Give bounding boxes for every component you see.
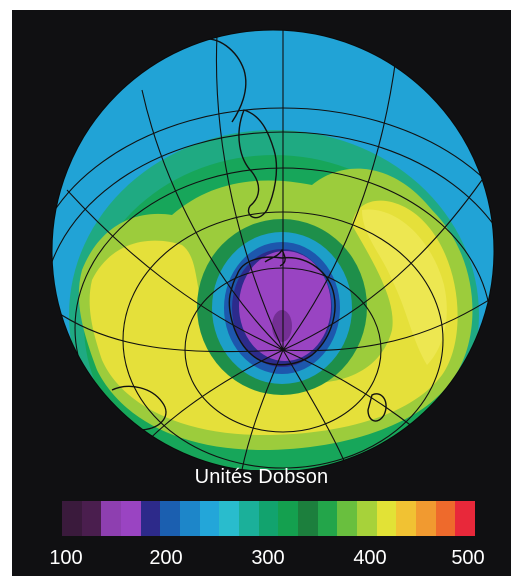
legend-title: Unités Dobson	[194, 466, 329, 488]
color-scale-segment	[455, 501, 476, 536]
africa-outline	[201, 38, 247, 123]
color-scale-segment	[317, 501, 338, 536]
color-scale-segment	[337, 501, 358, 536]
new-zealand-outline	[367, 393, 387, 422]
meridian-line	[141, 89, 284, 351]
ozone-field	[52, 30, 494, 470]
color-scale-segment	[101, 501, 122, 536]
color-scale-segment	[180, 501, 200, 536]
meridian-line	[282, 179, 483, 351]
color-scale-segment	[140, 501, 161, 536]
color-scale-segment	[219, 501, 240, 536]
color-scale-segment	[396, 501, 417, 536]
scale-tick-label: 100	[49, 547, 83, 569]
color-scale-segment	[81, 501, 102, 536]
meridian-line	[282, 49, 398, 351]
color-scale-segment	[258, 501, 279, 536]
ozone-hole-core	[272, 310, 292, 342]
color-scale-segment	[199, 501, 220, 536]
australia-outline	[111, 385, 167, 431]
southern-hemisphere-ozone-globe	[51, 29, 495, 470]
color-scale-segment	[298, 501, 318, 536]
antarctic-peninsula-outline	[264, 249, 286, 267]
scale-tick-label: 500	[451, 547, 485, 569]
scale-tick-label: 300	[251, 547, 285, 569]
continent-outlines	[111, 38, 387, 431]
yellow-collar-core	[89, 200, 458, 435]
dobson-color-scale	[62, 501, 476, 536]
color-scale-segment	[239, 501, 259, 536]
meridian-line	[53, 309, 284, 353]
globe-limb	[51, 29, 495, 470]
color-scale-segment	[278, 501, 299, 536]
meridian-line	[215, 34, 284, 351]
color-scale-segment	[160, 501, 181, 536]
color-scale-segment	[121, 501, 141, 536]
ozone-hole	[239, 251, 331, 361]
color-scale-segment	[435, 501, 456, 536]
meridian-line	[282, 294, 494, 352]
antarctica-outline	[228, 256, 336, 366]
color-scale-segment	[416, 501, 436, 536]
color-scale-segment	[357, 501, 377, 536]
color-scale-segment	[376, 501, 397, 536]
meridian-line	[66, 189, 284, 351]
meridian-line	[239, 349, 284, 470]
scale-tick-label: 200	[149, 547, 183, 569]
ozone-map-panel: Unités Dobson 100 200 300 400 500	[12, 10, 511, 576]
color-scale-segment	[62, 501, 82, 536]
south-america-outline	[238, 109, 278, 219]
scale-tick-label: 400	[353, 547, 387, 569]
